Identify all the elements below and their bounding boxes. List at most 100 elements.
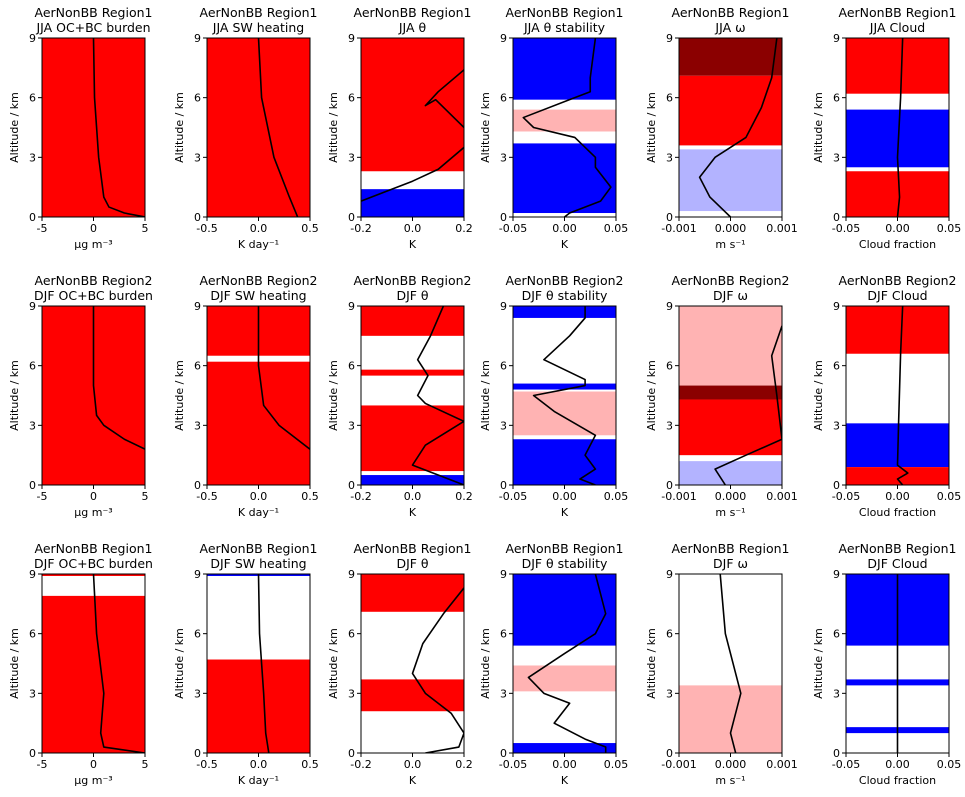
band bbox=[513, 383, 616, 390]
panel-subtitle: JJA SW heating bbox=[212, 20, 304, 35]
y-tick-label: 3 bbox=[29, 151, 36, 164]
x-tick-label: -0.001 bbox=[661, 490, 696, 503]
x-axis-label: K bbox=[561, 506, 569, 519]
profile-line bbox=[698, 38, 778, 217]
y-tick-label: 3 bbox=[348, 419, 355, 432]
x-tick-label: -0.5 bbox=[196, 490, 217, 503]
profile-line bbox=[714, 325, 782, 485]
y-axis-label: Altitude / km bbox=[327, 360, 340, 431]
plot-area bbox=[679, 574, 782, 753]
plot-area bbox=[513, 38, 616, 217]
y-tick-label: 3 bbox=[666, 419, 673, 432]
x-tick-label: -0.2 bbox=[350, 490, 371, 503]
profile-line bbox=[896, 38, 904, 217]
x-tick-label: -0.05 bbox=[832, 758, 860, 771]
plot-area bbox=[679, 306, 782, 485]
x-axis-label: K bbox=[561, 774, 569, 787]
panel-title: AerNonBB Region1 bbox=[672, 5, 790, 20]
x-tick-label: 0.0 bbox=[250, 490, 268, 503]
x-axis-label: m s⁻¹ bbox=[715, 238, 745, 251]
x-tick-label: 0.000 bbox=[715, 758, 747, 771]
y-tick-label: 6 bbox=[500, 360, 507, 373]
y-tick-label: 9 bbox=[833, 300, 840, 313]
y-axis-label: Altitude / km bbox=[812, 628, 825, 699]
x-axis-label: m s⁻¹ bbox=[715, 506, 745, 519]
y-tick-label: 0 bbox=[348, 747, 355, 760]
y-tick-label: 6 bbox=[29, 360, 36, 373]
x-tick-label: -0.001 bbox=[661, 222, 696, 235]
y-tick-label: 6 bbox=[500, 628, 507, 641]
y-axis-label: Altitude / km bbox=[327, 92, 340, 163]
x-tick-label: 0.001 bbox=[766, 758, 798, 771]
x-axis-label: μg m⁻³ bbox=[74, 238, 112, 251]
y-tick-label: 0 bbox=[29, 211, 36, 224]
y-tick-label: 0 bbox=[833, 479, 840, 492]
y-tick-label: 9 bbox=[194, 300, 201, 313]
y-axis-label: Altitude / km bbox=[327, 628, 340, 699]
y-tick-label: 9 bbox=[348, 568, 355, 581]
profile-line bbox=[92, 306, 145, 450]
band bbox=[207, 361, 310, 485]
y-tick-label: 6 bbox=[29, 628, 36, 641]
band bbox=[846, 467, 949, 485]
panel-subtitle: DJF θ stability bbox=[522, 288, 608, 303]
panel-subtitle: DJF θ bbox=[396, 288, 428, 303]
x-tick-label: 0.05 bbox=[604, 222, 629, 235]
x-tick-label: 0.0 bbox=[404, 490, 422, 503]
y-tick-label: 0 bbox=[348, 211, 355, 224]
y-tick-label: 9 bbox=[666, 32, 673, 45]
x-tick-label: 0.05 bbox=[937, 490, 962, 503]
x-tick-label: 0.2 bbox=[455, 490, 473, 503]
y-tick-label: 9 bbox=[29, 32, 36, 45]
y-tick-label: 0 bbox=[666, 479, 673, 492]
panel-title: AerNonBB Region1 bbox=[35, 5, 153, 20]
panel-subtitle: JJA OC+BC burden bbox=[35, 20, 150, 35]
x-tick-label: 0 bbox=[90, 222, 97, 235]
y-tick-label: 3 bbox=[348, 151, 355, 164]
band bbox=[846, 306, 949, 354]
panel: -0.5 0.0 0.5 0 3 6 9 K day⁻¹ Altitude / km AerNon… bbox=[173, 541, 319, 787]
panel: -0.001 0.000 0.001 0 3 6 9 m s⁻¹ Altitude / km Ae… bbox=[645, 273, 798, 519]
panel-subtitle: DJF OC+BC burden bbox=[34, 556, 153, 571]
profile-line bbox=[532, 306, 597, 485]
profile-line bbox=[92, 574, 145, 753]
band bbox=[679, 399, 782, 456]
y-tick-label: 9 bbox=[500, 32, 507, 45]
y-tick-label: 3 bbox=[666, 687, 673, 700]
panel: -0.05 0.00 0.05 0 3 6 9 K Altitude / km AerNonBB … bbox=[479, 273, 628, 519]
band bbox=[513, 391, 616, 436]
band bbox=[361, 475, 464, 485]
panel: -0.2 0.0 0.2 0 3 6 9 K Altitude / km AerNonBB Reg… bbox=[327, 5, 473, 251]
y-tick-label: 3 bbox=[833, 419, 840, 432]
x-tick-label: 0.000 bbox=[715, 222, 747, 235]
y-tick-label: 3 bbox=[500, 151, 507, 164]
band bbox=[361, 189, 464, 217]
band bbox=[513, 439, 616, 485]
panel-title: AerNonBB Region1 bbox=[672, 541, 790, 556]
panel-title: AerNonBB Region1 bbox=[200, 541, 318, 556]
band bbox=[361, 574, 464, 612]
plot-area bbox=[42, 574, 145, 753]
y-tick-label: 0 bbox=[500, 479, 507, 492]
y-axis-label: Altitude / km bbox=[479, 360, 492, 431]
y-tick-label: 0 bbox=[194, 211, 201, 224]
panel-title: AerNonBB Region1 bbox=[506, 541, 624, 556]
panel-subtitle: DJF ω bbox=[713, 556, 748, 571]
plot-area bbox=[207, 574, 310, 753]
panel: -0.001 0.000 0.001 0 3 6 9 m s⁻¹ Altitude / km Ae… bbox=[645, 541, 798, 787]
y-tick-label: 3 bbox=[194, 419, 201, 432]
band bbox=[361, 38, 464, 172]
x-tick-label: 0.000 bbox=[715, 490, 747, 503]
y-tick-label: 9 bbox=[833, 568, 840, 581]
panel-title: AerNonBB Region2 bbox=[839, 273, 957, 288]
y-tick-label: 0 bbox=[666, 211, 673, 224]
x-tick-label: 0.00 bbox=[552, 222, 577, 235]
y-tick-label: 6 bbox=[348, 92, 355, 105]
panel: -0.05 0.00 0.05 0 3 6 9 Cloud fraction Altitude … bbox=[812, 541, 961, 787]
y-axis-label: Altitude / km bbox=[173, 628, 186, 699]
x-axis-label: K bbox=[561, 238, 569, 251]
band bbox=[361, 369, 464, 376]
x-axis-label: K day⁻¹ bbox=[238, 506, 279, 519]
plot-area bbox=[42, 38, 145, 217]
y-axis-label: Altitude / km bbox=[173, 92, 186, 163]
